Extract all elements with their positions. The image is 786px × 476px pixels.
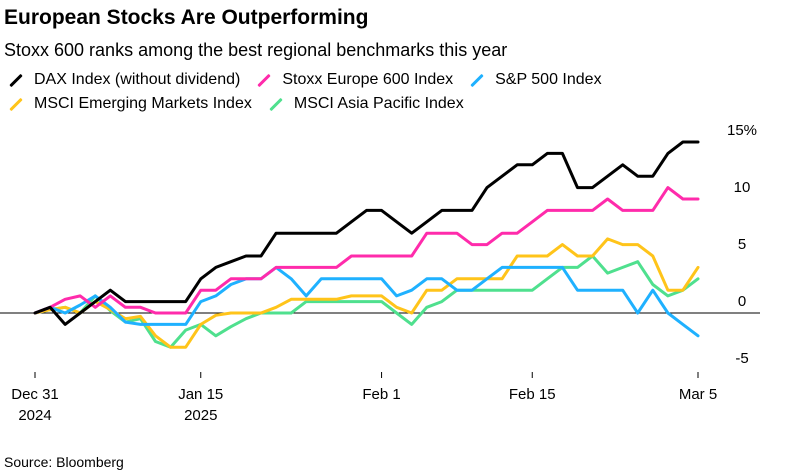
legend-item-dax: DAX Index (without dividend) [4, 68, 240, 92]
x-tick-label: Feb 1 [362, 386, 400, 403]
series-line-s-p-500-index [33, 265, 700, 338]
legend-row-1: DAX Index (without dividend) Stoxx Europ… [4, 68, 704, 92]
x-tick-label-year: 2025 [184, 407, 217, 424]
source-note: Source: Bloomberg [4, 454, 124, 470]
series-line-msci-emerging-markets-index [33, 237, 700, 349]
x-tick-label: Feb 15 [509, 386, 556, 403]
x-tick-label: Jan 15 [178, 386, 223, 403]
legend-label-dax: DAX Index (without dividend) [34, 71, 241, 88]
chart-title: European Stocks Are Outperforming [4, 6, 369, 29]
y-tick-label: 15% [727, 122, 757, 139]
legend-label-msci-ap: MSCI Asia Pacific Index [293, 95, 464, 112]
series-line-msci-asia-pacific-index [33, 254, 700, 349]
y-tick-label: 10 [734, 179, 751, 196]
legend-label-sp500: S&P 500 Index [495, 71, 602, 88]
legend-item-msci-ap: MSCI Asia Pacific Index [264, 92, 464, 116]
y-tick-label: -5 [735, 350, 748, 367]
legend-item-msci-em: MSCI Emerging Markets Index [4, 92, 252, 116]
series-line-dax-index-without-dividend [33, 140, 700, 326]
legend-row-2: MSCI Emerging Markets Index MSCI Asia Pa… [4, 92, 704, 116]
x-tick-label-year: 2024 [18, 407, 51, 424]
x-tick-label: Dec 31 [11, 386, 59, 403]
legend-label-stoxx: Stoxx Europe 600 Index [282, 71, 454, 88]
x-tick-label: Mar 5 [679, 386, 717, 403]
legend-item-stoxx: Stoxx Europe 600 Index [252, 68, 453, 92]
chart-subtitle: Stoxx 600 ranks among the best regional … [4, 40, 508, 60]
legend-item-sp500: S&P 500 Index [465, 68, 602, 92]
y-tick-label: 0 [738, 293, 746, 310]
y-tick-label: 5 [738, 236, 746, 253]
series-line-stoxx-europe-600-index [33, 186, 700, 315]
legend-label-msci-em: MSCI Emerging Markets Index [34, 95, 252, 112]
chart-legend: DAX Index (without dividend) Stoxx Europ… [4, 68, 704, 116]
